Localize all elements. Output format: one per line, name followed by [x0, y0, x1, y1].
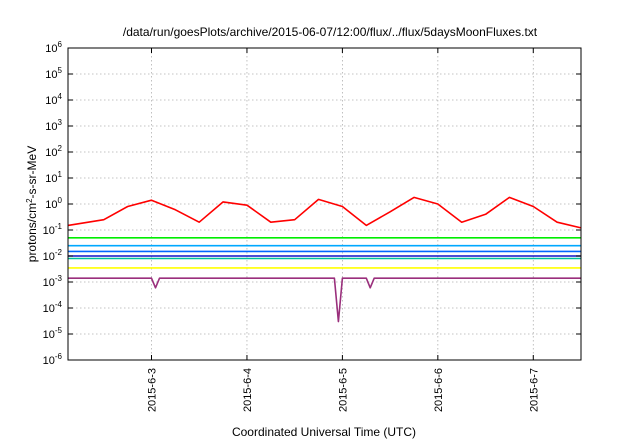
x-axis-label: Coordinated Universal Time (UTC) — [232, 425, 416, 439]
y-tick-exp: 2 — [58, 144, 63, 153]
y-axis-label: protons/cm2-s-sr-MeV — [25, 146, 40, 262]
y-tick-base: 10 — [43, 251, 55, 263]
y-tick-label: 10-3 — [43, 274, 63, 289]
y-axis-label-part1: protons/cm — [25, 203, 39, 262]
y-tick-exp: -5 — [55, 326, 63, 335]
x-tick-label: 2015-6-5 — [337, 368, 349, 412]
series-line-7 — [68, 277, 581, 323]
y-tick-base: 10 — [45, 121, 57, 133]
series-layer — [67, 196, 582, 323]
y-tick-base: 10 — [43, 329, 55, 341]
y-tick-label: 10-4 — [43, 300, 63, 315]
y-tick-exp: 1 — [58, 170, 63, 179]
y-tick-label: 101 — [45, 170, 62, 185]
y-tick-base: 10 — [45, 173, 57, 185]
y-tick-exp: -1 — [55, 222, 63, 231]
y-tick-base: 10 — [45, 43, 57, 55]
y-tick-exp: -3 — [55, 274, 63, 283]
y-tick-label: 10-6 — [43, 352, 63, 367]
y-tick-exp: 3 — [58, 118, 63, 127]
y-tick-labels: 10-610-510-410-310-210-11001011021031041… — [43, 40, 63, 367]
y-tick-label: 10-1 — [43, 222, 63, 237]
y-tick-label: 103 — [45, 118, 62, 133]
y-tick-exp: -4 — [55, 300, 63, 309]
y-tick-base: 10 — [43, 277, 55, 289]
y-tick-exp: -2 — [55, 248, 63, 257]
y-tick-exp: 5 — [58, 66, 63, 75]
y-tick-exp: 4 — [58, 92, 63, 101]
y-tick-base: 10 — [43, 225, 55, 237]
y-tick-base: 10 — [43, 303, 55, 315]
y-tick-base: 10 — [45, 199, 57, 211]
y-tick-base: 10 — [45, 147, 57, 159]
x-tick-label: 2015-6-7 — [528, 368, 540, 412]
y-tick-label: 105 — [45, 66, 62, 81]
y-axis-label-exp: 2 — [25, 198, 34, 203]
y-tick-exp: 0 — [58, 196, 63, 205]
y-tick-base: 10 — [43, 355, 55, 367]
x-tick-label: 2015-6-6 — [433, 368, 445, 412]
x-tick-label: 2015-6-3 — [147, 368, 159, 412]
y-tick-label: 10-5 — [43, 326, 63, 341]
y-tick-exp: 6 — [58, 40, 63, 49]
ticks — [68, 47, 581, 361]
y-tick-base: 10 — [45, 69, 57, 81]
y-tick-label: 104 — [45, 92, 62, 107]
grid — [68, 48, 581, 360]
x-tick-labels: 2015-6-3 2015-6-4 2015-6-5 2015-6-6 2015-6-7 — [147, 368, 541, 412]
y-tick-exp: -6 — [55, 352, 63, 361]
y-tick-label: 10-2 — [43, 248, 63, 263]
x-tick-label: 2015-6-4 — [242, 368, 254, 412]
y-tick-label: 102 — [45, 144, 62, 159]
series-line-0 — [67, 196, 582, 229]
y-tick-label: 100 — [45, 196, 62, 211]
y-axis-label-part2: -s-sr-MeV — [25, 146, 39, 199]
y-tick-label: 106 — [45, 40, 62, 55]
y-tick-base: 10 — [45, 95, 57, 107]
chart-title: /data/run/goesPlots/archive/2015-06-07/1… — [123, 25, 538, 39]
